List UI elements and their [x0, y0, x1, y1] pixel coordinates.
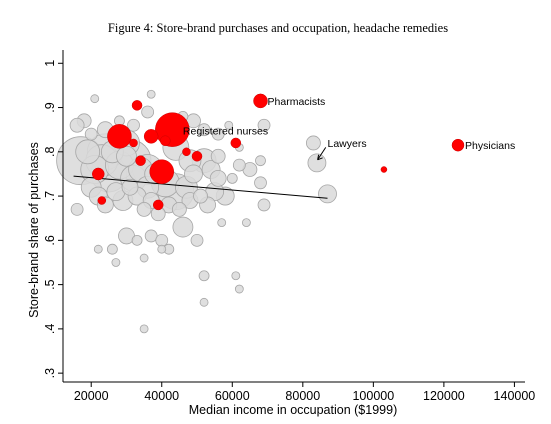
x-axis: 20000 40000 60000 80000 100000 120000 140000: [63, 381, 536, 403]
x-tick-label: 80000: [285, 389, 320, 403]
data-point: [136, 201, 152, 217]
data-point: [75, 139, 101, 165]
data-point: [141, 105, 155, 119]
data-point: [318, 184, 337, 204]
highlighted-point: [97, 196, 107, 205]
y-axis: .3 .4 .5 .6 .7 .8 .9 1: [43, 50, 64, 382]
data-point: [84, 127, 98, 141]
data-point: [190, 233, 204, 247]
data-point: [232, 158, 246, 172]
data-point: [146, 89, 156, 99]
data-point: [217, 218, 227, 228]
point-label: Lawyers: [328, 138, 367, 150]
lawyers-arrow: [317, 147, 327, 161]
highlighted-points: [92, 93, 465, 211]
x-axis-label: Median income in occupation ($1999): [189, 403, 397, 417]
data-point: [111, 258, 121, 267]
highlighted-point: [135, 155, 146, 166]
data-point: [70, 202, 84, 216]
x-tick-label: 60000: [215, 389, 250, 403]
y-tick-label: .8: [43, 147, 57, 157]
highlighted-point: [380, 166, 388, 173]
data-point: [69, 117, 85, 133]
data-point: [255, 155, 266, 167]
highlighted-point: [107, 124, 132, 149]
y-tick-label: 1: [43, 60, 57, 67]
data-point: [121, 178, 139, 196]
gray-points: [56, 89, 337, 334]
data-point: [226, 172, 238, 184]
highlighted-point: [131, 100, 143, 111]
point-label: Pharmacists: [268, 96, 326, 108]
y-tick-label: .3: [43, 368, 57, 378]
data-point: [172, 216, 194, 238]
data-point: [197, 123, 211, 137]
data-point: [184, 164, 203, 184]
data-point: [254, 176, 267, 190]
highlighted-point: [160, 135, 171, 146]
highlighted-point: [253, 93, 268, 109]
point-label: Physicians: [465, 140, 515, 152]
highlighted-point: [152, 199, 164, 211]
y-tick-label: .4: [43, 324, 57, 334]
data-point: [257, 198, 271, 212]
highlighted-point: [149, 159, 174, 184]
highlighted-point: [92, 167, 105, 181]
data-point: [139, 253, 149, 263]
y-axis-label: Store-brand share of purchases: [27, 142, 41, 318]
data-point: [241, 218, 251, 228]
y-tick-label: .9: [43, 102, 57, 112]
data-point: [157, 244, 167, 254]
y-tick-label: .7: [43, 191, 57, 201]
chart-title: Figure 4: Store-brand purchases and occu…: [108, 21, 448, 35]
data-point: [198, 270, 210, 282]
x-tick-label: 140000: [494, 389, 536, 403]
x-tick-label: 20000: [74, 389, 109, 403]
data-point: [209, 169, 227, 187]
data-point: [234, 284, 244, 294]
highlighted-point: [230, 137, 242, 149]
data-point: [116, 145, 137, 167]
data-point: [305, 135, 321, 151]
y-tick-label: .5: [43, 279, 57, 289]
data-point: [193, 188, 208, 204]
highlighted-point: [182, 147, 191, 157]
x-tick-label: 40000: [144, 389, 179, 403]
data-point: [127, 118, 140, 132]
data-point: [210, 148, 226, 164]
data-point: [93, 244, 103, 254]
fit-line: [73, 175, 328, 199]
data-point: [139, 324, 149, 334]
x-tick-label: 120000: [423, 389, 465, 403]
point-label: Registered nurses: [183, 126, 268, 138]
annotations: Pharmacists Registered nurses Lawyers Physi…: [183, 96, 515, 161]
data-point: [90, 94, 100, 104]
data-point: [231, 271, 241, 281]
y-tick-label: .6: [43, 235, 57, 245]
highlighted-point: [191, 150, 203, 162]
data-point: [171, 201, 187, 217]
highlighted-point: [129, 138, 138, 148]
data-point: [199, 297, 209, 307]
data-point: [307, 153, 327, 173]
data-point: [257, 118, 271, 132]
x-tick-label: 100000: [352, 389, 394, 403]
data-point: [224, 120, 234, 130]
data-point: [155, 233, 169, 247]
data-point: [131, 234, 143, 246]
highlighted-point: [451, 138, 465, 152]
data-point: [106, 243, 118, 255]
highlighted-point: [143, 129, 159, 144]
data-point: [211, 127, 225, 141]
plot-area: Pharmacists Registered nurses Lawyers Physi…: [56, 89, 515, 334]
